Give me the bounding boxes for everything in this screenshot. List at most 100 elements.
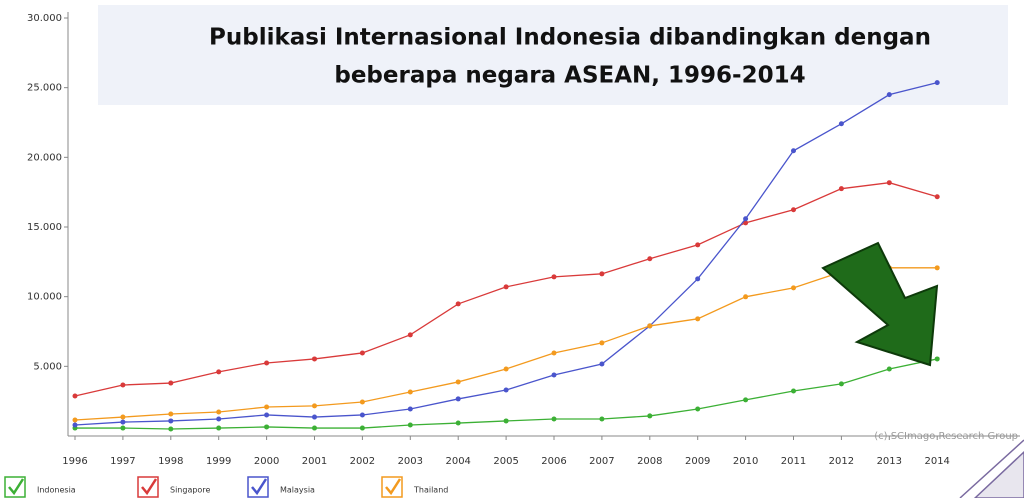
data-point (791, 388, 796, 394)
data-point (312, 425, 317, 431)
data-point (695, 276, 701, 282)
data-point (120, 382, 126, 388)
legend-check (141, 478, 158, 496)
data-point (264, 404, 270, 410)
data-point (216, 369, 222, 375)
data-point (407, 422, 413, 428)
data-point (503, 366, 509, 372)
data-point (264, 360, 270, 366)
data-point (407, 406, 413, 412)
legend-check (8, 478, 25, 496)
y-tick-label: 5.000 (33, 361, 62, 372)
data-point (551, 416, 557, 422)
x-tick-label: 2000 (254, 456, 279, 467)
data-point (72, 417, 78, 423)
data-point (934, 80, 940, 86)
data-point (120, 425, 126, 431)
legend-label: Singapore (170, 486, 210, 495)
x-tick-label: 2007 (589, 456, 614, 467)
y-tick-label: 20.000 (27, 152, 62, 163)
y-tick-label: 10.000 (27, 292, 62, 303)
data-point (168, 426, 174, 432)
data-point (312, 356, 317, 362)
legend-check (385, 478, 402, 496)
data-point (359, 425, 365, 431)
legend-label: Thailand (413, 486, 448, 495)
legend-item[interactable]: Singapore (137, 476, 210, 498)
data-point (838, 121, 844, 127)
data-point (72, 422, 78, 428)
legend-check (251, 478, 268, 496)
data-point (216, 425, 222, 431)
y-tick-label: 25.000 (27, 83, 62, 94)
series-line (74, 267, 938, 421)
series-line (74, 82, 938, 426)
data-point (838, 381, 844, 387)
legend-item[interactable]: Indonesia (4, 476, 76, 498)
data-point (886, 180, 892, 186)
data-point (120, 414, 126, 420)
data-point (695, 406, 701, 412)
data-point (743, 397, 749, 403)
data-point (934, 194, 940, 200)
data-point (455, 301, 461, 307)
data-point (551, 350, 557, 356)
data-point (503, 418, 509, 424)
data-point (743, 216, 749, 222)
data-point (743, 294, 749, 300)
data-point (216, 416, 222, 422)
data-point (647, 323, 653, 329)
data-point (791, 207, 796, 213)
watermark: (c) SCImago Research Group (874, 431, 1018, 442)
data-point (72, 393, 78, 399)
data-point (407, 332, 413, 338)
x-tick-label: 2012 (829, 456, 854, 467)
data-point (455, 420, 461, 426)
data-point (455, 396, 461, 402)
data-point (168, 418, 174, 424)
x-tick-label: 1997 (110, 456, 135, 467)
chart-title: Publikasi Internasional Indonesia diband… (209, 25, 931, 51)
data-point (503, 284, 509, 290)
data-point (886, 92, 892, 98)
data-point (407, 389, 413, 395)
y-tick-label: 30.000 (27, 13, 62, 24)
legend-item[interactable]: Thailand (381, 476, 448, 498)
plot-area (72, 80, 940, 432)
legend-item[interactable]: Malaysia (247, 476, 315, 498)
data-point (934, 356, 940, 362)
data-point (599, 361, 605, 367)
x-tick-label: 2004 (445, 456, 470, 467)
data-point (312, 403, 317, 409)
data-point (216, 409, 222, 415)
x-tick-label: 1996 (62, 456, 87, 467)
data-point (264, 412, 270, 418)
corner-decoration (973, 450, 1024, 498)
legend-label: Indonesia (37, 486, 76, 495)
data-point (120, 419, 126, 425)
data-point (599, 271, 605, 277)
x-tick-label: 2003 (398, 456, 423, 467)
x-tick-label: 2002 (350, 456, 375, 467)
data-point (695, 242, 701, 248)
x-tick-label: 2011 (781, 456, 806, 467)
x-tick-label: 2013 (877, 456, 902, 467)
data-point (743, 220, 749, 226)
data-point (838, 186, 844, 192)
title-box (98, 5, 1008, 105)
data-point (359, 412, 365, 418)
data-point (312, 414, 317, 420)
x-tick-label: 2005 (493, 456, 518, 467)
legend-label: Malaysia (280, 486, 315, 495)
data-point (359, 350, 365, 356)
x-tick-label: 2009 (685, 456, 710, 467)
chart-title: beberapa negara ASEAN, 1996-2014 (334, 63, 805, 89)
data-point (503, 387, 509, 393)
data-point (168, 380, 174, 386)
x-tick-label: 2008 (637, 456, 662, 467)
data-point (695, 316, 701, 322)
data-point (551, 372, 557, 378)
x-tick-label: 2014 (924, 456, 949, 467)
